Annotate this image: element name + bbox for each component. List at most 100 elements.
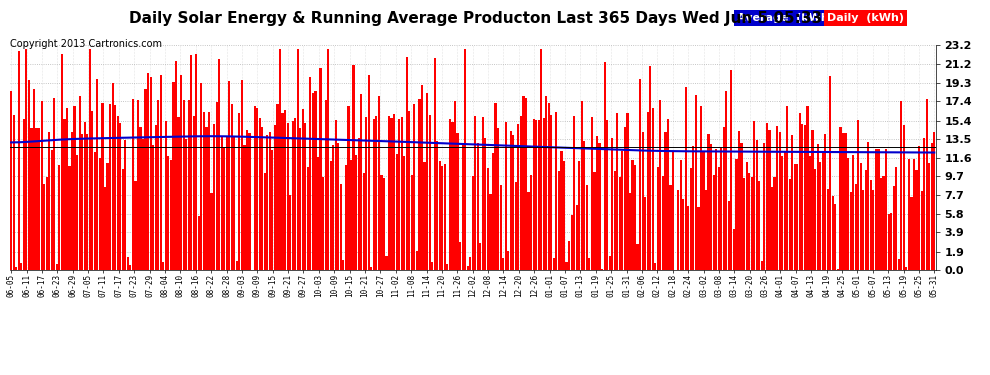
Bar: [451, 122, 453, 270]
Bar: [434, 58, 436, 270]
Bar: [888, 214, 890, 270]
Bar: [659, 100, 661, 270]
Bar: [388, 116, 390, 270]
Bar: [322, 177, 324, 270]
Bar: [164, 120, 167, 270]
Bar: [142, 139, 145, 270]
Bar: [327, 49, 330, 270]
Bar: [487, 168, 489, 270]
Bar: [406, 57, 408, 270]
Bar: [563, 160, 565, 270]
Bar: [234, 137, 236, 270]
Bar: [448, 119, 451, 270]
Bar: [464, 49, 466, 270]
Bar: [241, 80, 243, 270]
Bar: [343, 260, 345, 270]
Bar: [789, 178, 791, 270]
Bar: [309, 77, 312, 270]
Bar: [502, 258, 504, 270]
Bar: [172, 82, 174, 270]
Bar: [918, 146, 920, 270]
Bar: [317, 158, 319, 270]
Bar: [274, 125, 276, 270]
Bar: [352, 64, 354, 270]
Bar: [690, 168, 692, 270]
Bar: [365, 117, 367, 270]
Bar: [639, 79, 642, 270]
Bar: [923, 138, 926, 270]
Bar: [469, 257, 471, 270]
Bar: [934, 132, 936, 270]
Bar: [58, 165, 60, 270]
Bar: [677, 190, 679, 270]
Bar: [403, 156, 405, 270]
Bar: [591, 117, 593, 270]
Bar: [114, 105, 116, 270]
Bar: [162, 261, 164, 270]
Bar: [13, 116, 15, 270]
Bar: [223, 147, 226, 270]
Bar: [49, 132, 50, 270]
Bar: [401, 117, 403, 270]
Bar: [568, 242, 570, 270]
Bar: [474, 116, 476, 270]
Bar: [518, 124, 520, 270]
Bar: [847, 158, 849, 270]
Bar: [875, 148, 877, 270]
Bar: [837, 269, 839, 270]
Bar: [367, 75, 370, 270]
Bar: [117, 116, 119, 270]
Bar: [755, 140, 757, 270]
Bar: [137, 100, 139, 270]
Bar: [870, 180, 872, 270]
Bar: [437, 141, 439, 270]
Bar: [231, 104, 233, 270]
Bar: [840, 127, 842, 270]
Bar: [720, 148, 723, 270]
Bar: [715, 149, 718, 270]
Bar: [791, 135, 793, 270]
Bar: [611, 138, 613, 270]
Bar: [649, 66, 651, 270]
Bar: [799, 113, 801, 270]
Bar: [140, 127, 142, 270]
Bar: [335, 120, 337, 270]
Bar: [601, 269, 603, 270]
Bar: [340, 184, 342, 270]
Bar: [124, 140, 127, 270]
Bar: [167, 156, 169, 270]
Bar: [718, 167, 720, 270]
Bar: [471, 176, 474, 270]
Bar: [543, 118, 545, 270]
Bar: [18, 51, 20, 270]
Bar: [461, 144, 463, 270]
Bar: [41, 101, 43, 270]
Bar: [91, 111, 93, 270]
Bar: [286, 123, 289, 270]
Bar: [378, 96, 380, 270]
Bar: [442, 166, 444, 270]
Bar: [895, 166, 897, 270]
Bar: [307, 167, 309, 270]
Bar: [46, 177, 48, 270]
Bar: [383, 178, 385, 270]
Bar: [664, 132, 666, 270]
Bar: [330, 161, 332, 270]
Bar: [578, 161, 580, 270]
Bar: [877, 148, 879, 270]
Bar: [33, 89, 35, 270]
Bar: [830, 76, 832, 270]
Bar: [345, 165, 347, 270]
Bar: [170, 160, 172, 270]
Bar: [662, 176, 664, 270]
Bar: [651, 108, 653, 270]
Bar: [182, 100, 185, 270]
Bar: [268, 132, 271, 270]
Bar: [900, 101, 903, 270]
Bar: [132, 99, 134, 270]
Bar: [205, 127, 208, 270]
Bar: [776, 126, 778, 270]
Bar: [654, 263, 656, 270]
Bar: [279, 49, 281, 270]
Bar: [10, 91, 12, 270]
